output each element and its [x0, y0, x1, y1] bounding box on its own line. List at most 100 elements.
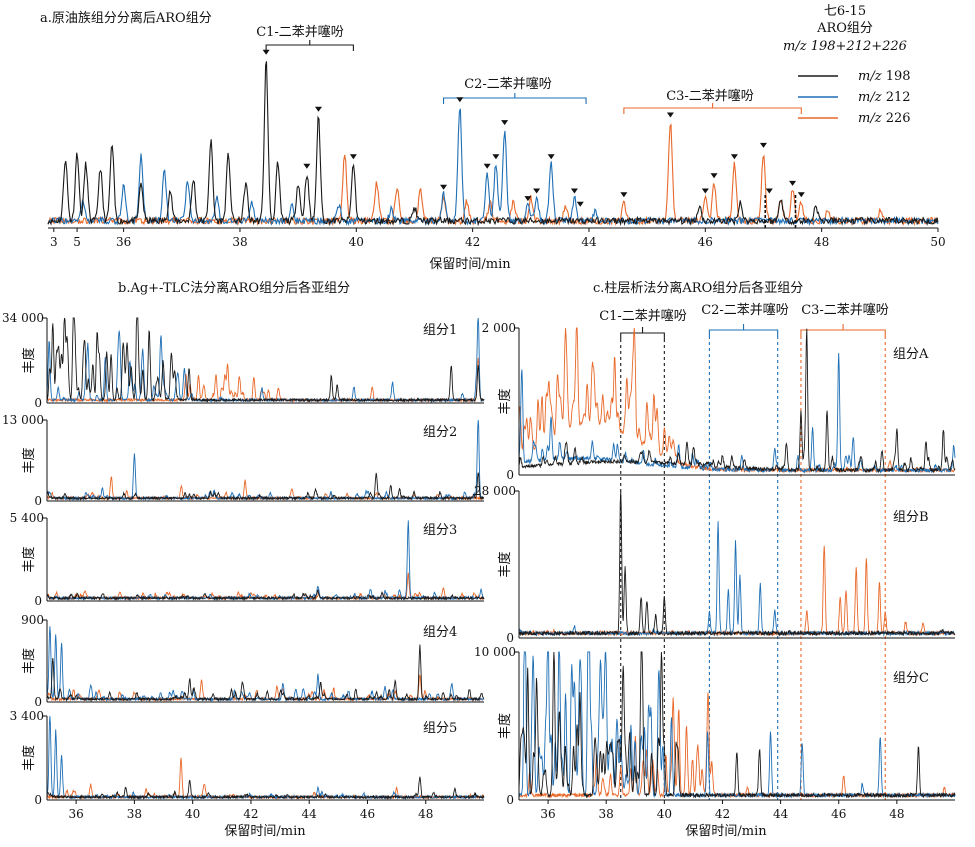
legend: m/z 198 m/z 212 m/z 226 [798, 69, 911, 126]
panel-b-series [46, 472, 485, 502]
panel-c-ylabel: 丰度 [497, 713, 513, 739]
panel-b-ylabel: 丰度 [21, 447, 37, 473]
panel-b-ylabel: 丰度 [21, 347, 37, 373]
mz-label: m/z 198+212+226 [783, 39, 907, 54]
panel-b-series [46, 589, 485, 602]
panel-a-bracket-c2 [443, 93, 587, 104]
panel-a-group-label-c2: C2-二苯并噻吩 [464, 76, 552, 92]
panel-a-group-label-c3: C3-二苯并噻吩 [666, 88, 754, 104]
peak-marker [797, 192, 805, 198]
panel-c-bracket-c2 [708, 324, 779, 336]
panel-b-y-zero: 0 [34, 594, 42, 608]
panel-a-x-tick-label: 44 [581, 235, 597, 249]
panel-a-x-tick-label: 5 [73, 235, 81, 249]
panel-c-x-tick-label: 40 [657, 807, 672, 821]
panel-a-bracket-c3 [623, 103, 802, 114]
peak-marker [524, 196, 532, 202]
panel-b-ylabel: 丰度 [21, 745, 37, 771]
panel-c-x-tick-label: 48 [889, 807, 904, 821]
panel-c-x-tick-label: 42 [715, 807, 730, 821]
panel-a-xlabel: 保留时间/min [429, 257, 511, 272]
peak-marker [620, 192, 628, 198]
panel-b-subplot-label: 组分3 [423, 523, 457, 538]
panel-b-x-tick-label: 42 [243, 807, 258, 821]
panel-c-bracket-c1 [620, 327, 665, 339]
panel-b-xlabel: 保留时间/min [224, 824, 306, 839]
fraction-label: ARO组分 [816, 21, 873, 36]
panel-b-series [46, 644, 485, 702]
panel-b-x-tick-label: 48 [418, 807, 433, 821]
panel-c-ylabel: 丰度 [497, 551, 513, 577]
peak-marker [759, 142, 767, 148]
peak-marker [666, 112, 674, 118]
panel-c-series [518, 328, 956, 474]
peak-marker [349, 154, 357, 160]
panel-b-ymax-label: 13 000 [2, 413, 44, 427]
panel-c-x-tick-label: 36 [540, 807, 555, 821]
peak-marker [576, 201, 584, 207]
peak-marker [314, 106, 322, 112]
panel-c-ymax-label: 10 000 [474, 645, 516, 659]
panel-b-ymax-label: 3 400 [10, 709, 44, 723]
peak-marker [701, 188, 709, 194]
legend-entry: m/z 212 [858, 90, 911, 105]
peak-marker [710, 173, 718, 179]
panel-b-series [46, 520, 485, 601]
panel-c-series [518, 692, 956, 799]
panel-b-subplot-label: 组分4 [423, 625, 457, 640]
panel-b-y-zero: 0 [34, 695, 42, 709]
peak-marker [440, 184, 448, 190]
panel-a-x-tick-label: 36 [116, 235, 131, 249]
peak-marker [789, 180, 797, 186]
panel-a-x-tick-label: 50 [930, 235, 945, 249]
peak-marker [547, 154, 555, 160]
panel-b-series [46, 357, 485, 403]
panel-c-title: c.柱层析法分离ARO组分后各亚组分 [593, 280, 803, 296]
peak-marker [730, 154, 738, 160]
panel-b-x-tick-label: 38 [127, 807, 142, 821]
panel-b-x-tick-label: 44 [302, 807, 318, 821]
legend-entry: m/z 226 [858, 111, 911, 126]
panel-c-y-zero: 0 [506, 468, 514, 482]
panel-b-title: b.Ag+-TLC法分离ARO组分后各亚组分 [118, 280, 350, 296]
panel-b-y-zero: 0 [34, 793, 42, 807]
panel-b-ylabel: 丰度 [21, 546, 37, 572]
panel-b-plot: 34 000 0 组分1 丰度 13 000 0 组分2 丰度 5 400 0 组分3 丰度 900 0 组… [2, 311, 485, 821]
panel-a-title: a.原油族组分分离后ARO组分 [40, 10, 212, 26]
peak-marker [262, 49, 270, 55]
panel-a-x-tick-label: 42 [465, 235, 480, 249]
panel-b-subplot-label: 组分2 [423, 425, 457, 440]
panel-b-y-zero: 0 [34, 494, 42, 508]
panel-a-series-212 [47, 108, 939, 227]
panel-b-ylabel: 丰度 [21, 648, 37, 674]
panel-a-x-tick-label: 3 [50, 235, 58, 249]
panel-a-series-198 [47, 61, 939, 227]
panel-b-x-tick-label: 36 [68, 807, 83, 821]
panel-c-series [518, 490, 956, 637]
panel-c-x-tick-label: 38 [599, 807, 614, 821]
panel-b-subplot-label: 组分5 [423, 721, 457, 736]
panel-c-subplot-label: 组分C [893, 671, 929, 686]
panel-a-group-label-c1: C1-二苯并噻吩 [256, 24, 344, 40]
panel-c-group-label-c1: C1-二苯并噻吩 [599, 308, 687, 324]
panel-c-bracket-c3 [800, 324, 886, 336]
panel-a-x-tick-label: 40 [349, 235, 364, 249]
panel-a-x-tick-label: 46 [698, 235, 713, 249]
panel-c-ymax-label: 2 000 [482, 321, 516, 335]
peak-marker [456, 97, 464, 103]
panel-a-x-tick-label: 48 [814, 235, 829, 249]
panel-b-subplot-label: 组分1 [423, 323, 457, 338]
panel-c-series [518, 651, 956, 799]
panel-a-plot: 3 5 36 38 40 42 44 46 48 50 C1-二苯并噻吩 C2-二苯并噻吩 C3-二苯并… [47, 24, 946, 249]
panel-b-ymax-label: 5 400 [10, 511, 44, 525]
panel-b-series [46, 572, 485, 602]
panel-c-series [518, 352, 956, 474]
panel-c-group-label-c3: C3-二苯并噻吩 [801, 302, 889, 318]
panel-c-series [518, 327, 956, 474]
panel-a-bracket-c1 [265, 40, 354, 51]
panel-c-series [518, 651, 956, 799]
panel-c-ymax-label: 28 000 [474, 484, 516, 498]
panel-c-plot: C1-二苯并噻吩 C2-二苯并噻吩 C3-二苯并噻吩 2 000 0 组分A 丰度 28 00… [474, 302, 956, 821]
panel-b-x-tick-label: 40 [185, 807, 200, 821]
